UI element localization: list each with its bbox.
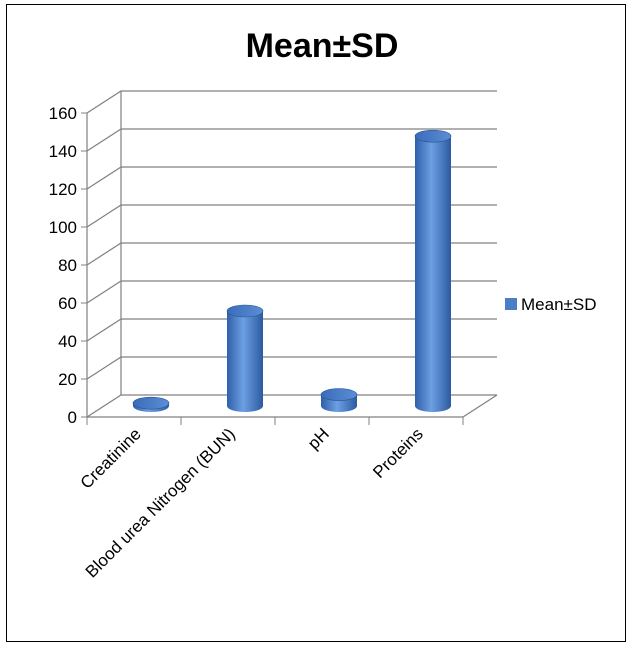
floor-right-edge [462,394,498,418]
gridline [86,90,497,114]
x-category-label: Blood urea Nitrogen (BUN) [82,424,239,581]
bar-cap [132,396,170,410]
chart-svg: Mean±SD 0 20 40 60 80 100 120 140 160 CreatinineB… [49,27,597,581]
y-tick-label: 120 [49,180,77,199]
bar-cap [226,304,264,318]
bars-layer [132,129,452,412]
bar [414,129,452,412]
legend: Mean±SD [505,295,596,314]
chart-frame: Mean±SD 0 20 40 60 80 100 120 140 160 Creatinine B… [6,4,626,642]
y-tick-label: 140 [49,142,77,161]
legend-label: Mean±SD [521,295,596,314]
legend-swatch [505,298,517,310]
y-tick-label: 40 [58,332,77,351]
y-tick-label: 0 [68,408,77,427]
bar [320,388,358,412]
bar-body [227,311,263,412]
y-tick-label: 20 [58,370,77,389]
chart-title: Mean±SD [246,27,399,65]
bar [226,304,264,412]
y-tick-label: 80 [58,256,77,275]
bar-cap [320,388,358,401]
bar [132,396,170,412]
x-category-label: Creatinine [77,424,145,492]
y-tick-label: 100 [49,218,77,237]
axis-layer [81,91,498,425]
y-tick-label: 60 [58,294,77,313]
x-category-label: pH [304,424,333,453]
bar-body [415,136,451,412]
y-tick-label: 160 [49,104,77,123]
x-category-label: Proteins [369,424,427,482]
bar-cap [414,129,452,143]
